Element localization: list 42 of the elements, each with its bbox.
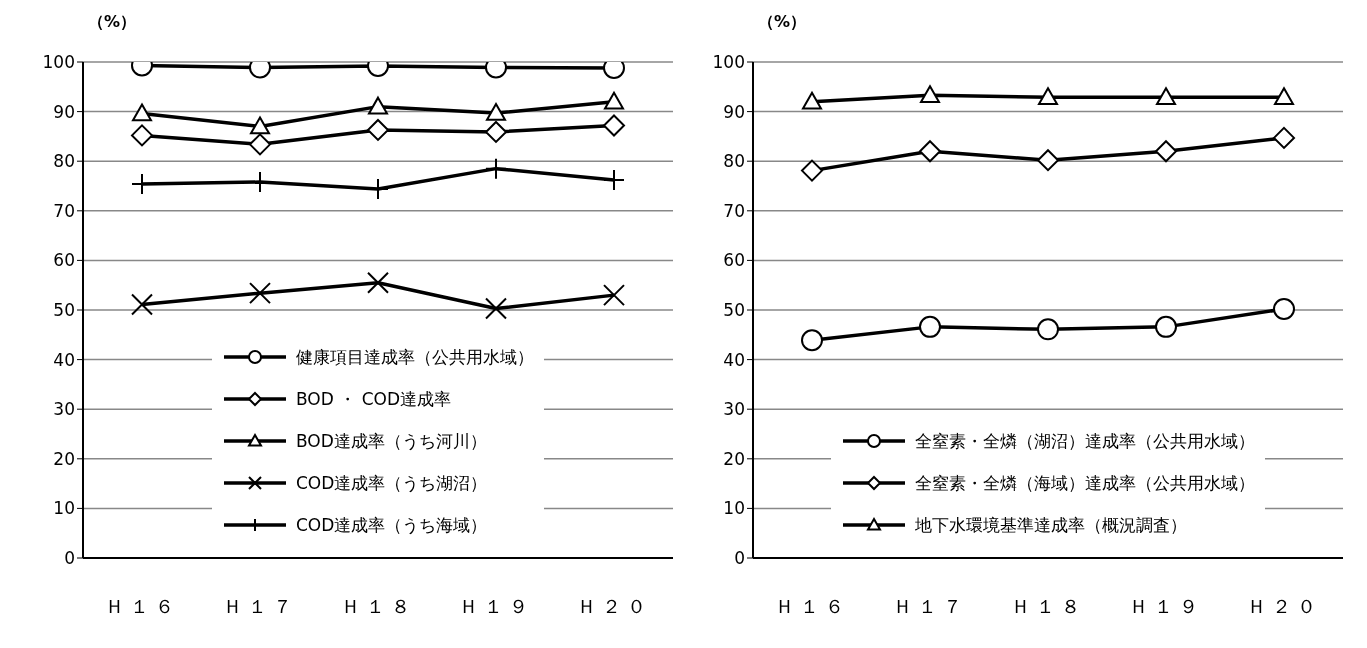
x-tick-label: Ｈ１８ [1010, 595, 1086, 618]
y-tick-label: 0 [734, 548, 745, 569]
y-axis-title: （%） [758, 12, 807, 33]
y-tick-label: 30 [53, 399, 75, 420]
y-tick-label: 0 [64, 548, 75, 569]
y-tick-label: 70 [723, 200, 745, 221]
y-tick-label: 20 [723, 448, 745, 469]
x-tick-label: Ｈ１８ [340, 595, 416, 618]
x-tick-label: Ｈ１９ [458, 595, 534, 618]
y-tick-label: 50 [723, 300, 745, 321]
y-tick-label: 40 [53, 349, 75, 370]
x-tick-label: Ｈ１７ [892, 595, 968, 618]
legend-label: BOD達成率（うち河川） [296, 429, 487, 453]
x-tick-label: Ｈ２０ [1246, 595, 1322, 618]
legend-label: 地下水環境基準達成率（概況調査） [915, 513, 1187, 537]
y-tick-label: 10 [723, 498, 745, 519]
legend-label: 全窒素・全燐（湖沼）達成率（公共用水域） [915, 429, 1255, 453]
y-tick-label: 80 [53, 151, 75, 172]
legend-label: BOD ・ COD達成率 [296, 387, 451, 411]
x-tick-label: Ｈ２０ [576, 595, 652, 618]
y-tick-label: 30 [723, 399, 745, 420]
legend-label: 健康項目達成率（公共用水域） [296, 345, 534, 369]
y-tick-label: 100 [712, 52, 745, 73]
y-tick-label: 60 [53, 250, 75, 271]
y-tick-label: 90 [723, 101, 745, 122]
y-tick-label: 10 [53, 498, 75, 519]
y-tick-label: 60 [723, 250, 745, 271]
y-tick-label: 100 [42, 52, 75, 73]
y-tick-label: 40 [723, 349, 745, 370]
y-tick-label: 80 [723, 151, 745, 172]
x-tick-label: Ｈ１９ [1128, 595, 1204, 618]
legend-label: COD達成率（うち海域） [296, 513, 488, 537]
y-tick-label: 50 [53, 300, 75, 321]
y-tick-label: 70 [53, 200, 75, 221]
x-tick-label: Ｈ１７ [222, 595, 298, 618]
x-tick-label: Ｈ１６ [104, 595, 180, 618]
legend-label: 全窒素・全燐（海域）達成率（公共用水域） [915, 471, 1255, 495]
y-axis-title: （%） [88, 12, 137, 33]
y-tick-label: 90 [53, 101, 75, 122]
x-tick-label: Ｈ１６ [774, 595, 850, 618]
y-tick-label: 20 [53, 448, 75, 469]
legend-label: COD達成率（うち湖沼） [296, 471, 488, 495]
